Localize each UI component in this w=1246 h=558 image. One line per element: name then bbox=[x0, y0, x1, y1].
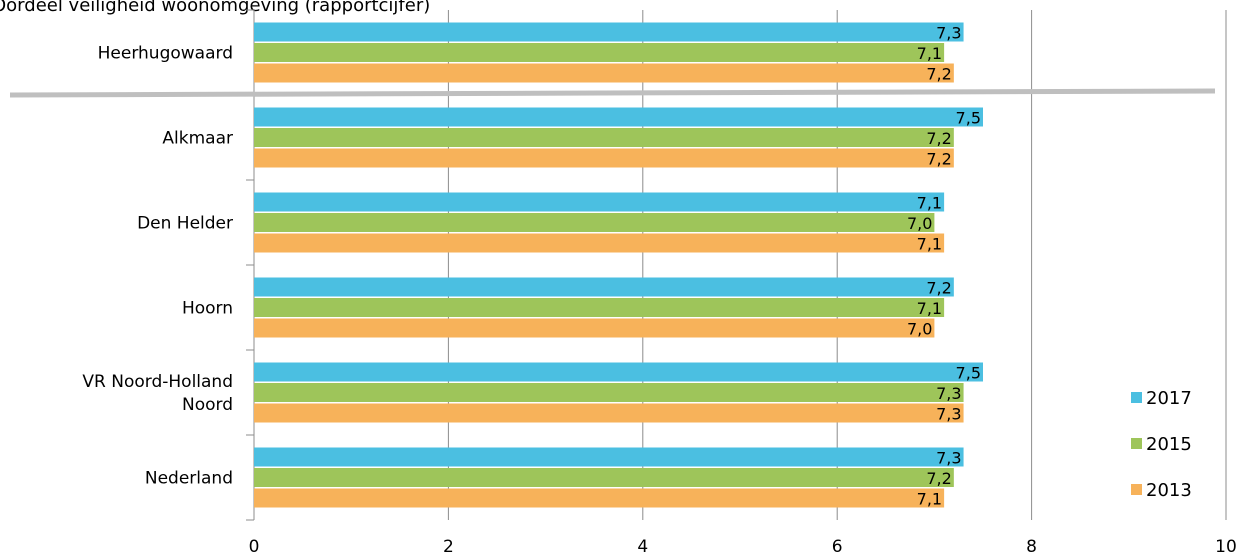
data-label: 7,2 bbox=[926, 469, 951, 488]
legend: 2017 2015 2013 bbox=[1131, 388, 1192, 501]
bar-2013 bbox=[254, 403, 964, 423]
category-label: Alkmaar bbox=[162, 129, 233, 149]
data-label: 7,1 bbox=[917, 235, 942, 254]
data-labels: 7,37,17,27,57,27,27,17,07,17,27,17,07,57… bbox=[907, 24, 981, 509]
data-label: 7,1 bbox=[917, 299, 942, 318]
data-label: 7,1 bbox=[917, 194, 942, 213]
category-axis bbox=[9, 9, 1216, 521]
bar-2013 bbox=[254, 63, 954, 83]
bar-2017 bbox=[254, 362, 983, 382]
data-label: 7,1 bbox=[917, 44, 942, 63]
legend-label: 2013 bbox=[1146, 480, 1192, 501]
bar-2013 bbox=[254, 148, 954, 168]
data-label: 7,3 bbox=[936, 24, 961, 43]
data-label: 7,3 bbox=[936, 384, 961, 403]
bar-2015 bbox=[254, 213, 935, 232]
x-tick-label: 6 bbox=[832, 537, 843, 557]
bar-2015 bbox=[254, 383, 964, 402]
category-label: Noord bbox=[182, 395, 233, 415]
bar-2017 bbox=[254, 192, 945, 212]
x-tick-label: 4 bbox=[637, 537, 648, 557]
bar-2017 bbox=[254, 107, 983, 127]
bar-2015 bbox=[254, 468, 954, 487]
grid-lines bbox=[447, 10, 1227, 520]
data-label: 7,5 bbox=[956, 364, 981, 383]
legend-label: 2017 bbox=[1146, 388, 1192, 409]
x-tick-label: 0 bbox=[249, 537, 260, 557]
category-label: Den Helder bbox=[137, 214, 233, 234]
category-label: VR Noord-Holland bbox=[82, 372, 233, 392]
legend-swatch-2015 bbox=[1131, 438, 1142, 449]
x-tick-label: 10 bbox=[1215, 537, 1237, 557]
category-labels: Heerhugowaard Alkmaar Den Helder Hoorn VR No… bbox=[82, 44, 233, 489]
data-label: 7,2 bbox=[926, 65, 951, 84]
bar-2015 bbox=[254, 298, 945, 317]
legend-swatch-2017 bbox=[1131, 392, 1142, 403]
bar-2013 bbox=[254, 233, 945, 253]
bars bbox=[254, 22, 983, 508]
bar-2017 bbox=[254, 447, 964, 467]
data-label: 7,1 bbox=[917, 490, 942, 509]
legend-label: 2015 bbox=[1146, 434, 1192, 455]
x-tick-label: 2 bbox=[443, 537, 454, 557]
bar-2015 bbox=[254, 43, 945, 62]
chart-title: Oordeel veiligheid woonomgeving (rapport… bbox=[0, 0, 430, 16]
data-label: 7,2 bbox=[926, 129, 951, 148]
bar-2015 bbox=[254, 128, 954, 147]
category-label: Hoorn bbox=[182, 299, 233, 319]
data-label: 7,3 bbox=[936, 449, 961, 468]
category-label: Nederland bbox=[145, 469, 233, 489]
data-label: 7,3 bbox=[936, 405, 961, 424]
x-tick-label: 8 bbox=[1026, 537, 1037, 557]
category-label: Heerhugowaard bbox=[98, 44, 233, 64]
data-label: 7,2 bbox=[926, 279, 951, 298]
bar-2017 bbox=[254, 277, 954, 297]
x-tick-labels: 0 2 4 6 8 10 bbox=[249, 537, 1237, 557]
bar-2013 bbox=[254, 488, 945, 508]
legend-swatch-2013 bbox=[1131, 484, 1142, 495]
bar-2013 bbox=[254, 318, 935, 338]
bar-2017 bbox=[254, 22, 964, 42]
data-label: 7,2 bbox=[926, 150, 951, 169]
separator-line bbox=[9, 88, 1216, 98]
data-label: 7,5 bbox=[956, 109, 981, 128]
data-label: 7,0 bbox=[907, 320, 932, 339]
data-label: 7,0 bbox=[907, 214, 932, 233]
